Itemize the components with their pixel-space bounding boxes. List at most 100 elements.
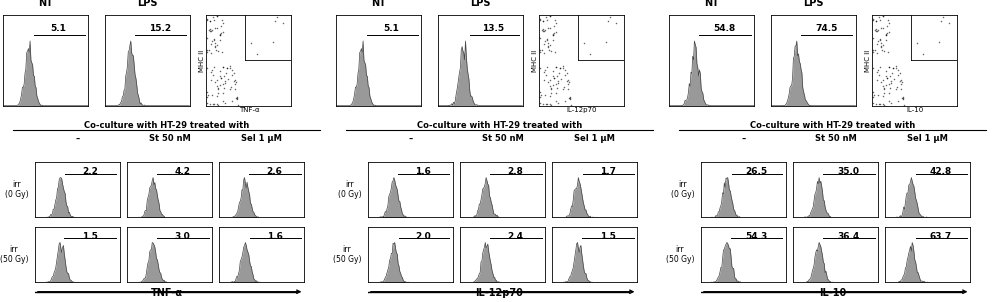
Point bbox=[203, 101, 219, 106]
Point bbox=[872, 37, 888, 42]
Text: irr
(0 Gy): irr (0 Gy) bbox=[670, 180, 694, 199]
Point bbox=[536, 29, 552, 34]
Text: St 50 nM: St 50 nM bbox=[482, 134, 523, 143]
Point bbox=[532, 93, 548, 98]
Point bbox=[199, 17, 215, 21]
Point bbox=[209, 43, 225, 47]
Point bbox=[540, 45, 556, 50]
Point bbox=[599, 19, 615, 24]
Point bbox=[894, 80, 910, 85]
Y-axis label: MHC II: MHC II bbox=[532, 49, 538, 72]
Point bbox=[204, 93, 220, 98]
Point bbox=[212, 33, 228, 37]
Point bbox=[885, 66, 901, 70]
Point bbox=[212, 33, 228, 37]
Point bbox=[868, 19, 884, 24]
Point bbox=[203, 51, 219, 56]
Point bbox=[543, 102, 559, 107]
Point bbox=[214, 50, 230, 54]
Point bbox=[542, 102, 558, 107]
Point bbox=[537, 15, 553, 20]
Point bbox=[865, 66, 881, 71]
Point bbox=[210, 48, 226, 53]
Point bbox=[895, 97, 911, 101]
Point bbox=[544, 73, 560, 78]
Text: 1.6: 1.6 bbox=[416, 167, 432, 176]
Text: 26.5: 26.5 bbox=[745, 167, 767, 176]
Point bbox=[202, 19, 218, 24]
Point bbox=[207, 40, 223, 45]
Point bbox=[881, 91, 897, 95]
Text: irr
(50 Gy): irr (50 Gy) bbox=[333, 245, 362, 264]
Point bbox=[872, 65, 888, 69]
Point bbox=[209, 78, 225, 82]
Point bbox=[216, 74, 232, 79]
Text: 74.5: 74.5 bbox=[815, 24, 837, 33]
Point bbox=[203, 29, 219, 34]
Point bbox=[561, 96, 577, 101]
Point bbox=[880, 50, 896, 54]
Point bbox=[534, 19, 550, 24]
Text: 1.5: 1.5 bbox=[599, 232, 615, 241]
Point bbox=[202, 27, 218, 31]
Point bbox=[214, 76, 230, 81]
Point bbox=[865, 18, 881, 23]
Point bbox=[555, 86, 571, 91]
Text: –: – bbox=[741, 134, 745, 143]
Text: irr
(50 Gy): irr (50 Gy) bbox=[0, 245, 28, 264]
Point bbox=[562, 102, 578, 107]
Point bbox=[876, 86, 892, 91]
Point bbox=[881, 65, 897, 70]
Text: 2.6: 2.6 bbox=[267, 167, 283, 176]
Point bbox=[541, 26, 557, 31]
Point bbox=[545, 33, 561, 37]
Point bbox=[875, 14, 891, 19]
Point bbox=[212, 82, 228, 87]
Point bbox=[211, 87, 227, 92]
Point bbox=[213, 76, 229, 80]
Point bbox=[217, 79, 233, 84]
Point bbox=[867, 27, 883, 32]
Point bbox=[547, 82, 563, 87]
Point bbox=[561, 97, 577, 101]
Text: 5.1: 5.1 bbox=[384, 24, 400, 33]
Point bbox=[877, 82, 893, 87]
Point bbox=[214, 23, 230, 28]
Point bbox=[215, 29, 231, 34]
Point bbox=[875, 78, 891, 82]
Point bbox=[209, 14, 225, 19]
Point bbox=[890, 68, 906, 72]
Text: –: – bbox=[409, 134, 413, 143]
Text: St 50 nM: St 50 nM bbox=[149, 134, 191, 143]
Point bbox=[536, 77, 552, 82]
Point bbox=[535, 101, 551, 106]
Point bbox=[205, 102, 221, 107]
Point bbox=[205, 15, 221, 20]
Point bbox=[541, 78, 557, 82]
Text: 2.2: 2.2 bbox=[82, 167, 98, 176]
Point bbox=[531, 66, 547, 71]
Point bbox=[226, 79, 242, 83]
Text: IL-12p70: IL-12p70 bbox=[476, 288, 523, 298]
Point bbox=[535, 41, 551, 46]
Text: Co-culture with HT-29 treated with: Co-culture with HT-29 treated with bbox=[750, 121, 915, 130]
Point bbox=[546, 76, 562, 81]
Point bbox=[880, 18, 896, 22]
Point bbox=[875, 93, 891, 98]
Point bbox=[865, 36, 881, 40]
Text: 42.8: 42.8 bbox=[929, 167, 952, 176]
Point bbox=[220, 66, 236, 71]
Point bbox=[550, 79, 566, 84]
Text: NT: NT bbox=[704, 0, 719, 8]
Point bbox=[878, 31, 894, 36]
Point bbox=[894, 96, 910, 101]
Y-axis label: MHC II: MHC II bbox=[865, 49, 871, 72]
Point bbox=[879, 76, 895, 81]
Point bbox=[546, 18, 562, 22]
Point bbox=[269, 14, 285, 19]
Point bbox=[206, 38, 222, 43]
Point bbox=[212, 69, 228, 74]
Point bbox=[876, 48, 892, 53]
Text: 1.7: 1.7 bbox=[599, 167, 615, 176]
Point bbox=[869, 41, 885, 46]
